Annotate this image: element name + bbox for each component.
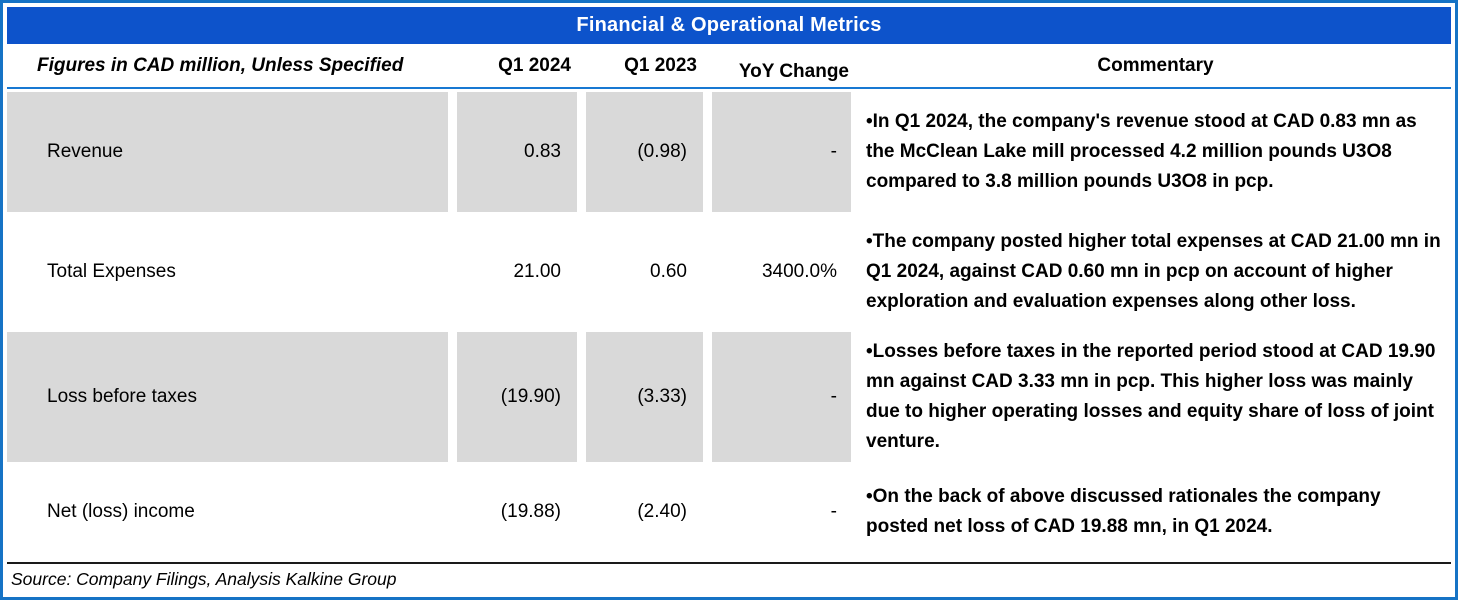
- page-title: Financial & Operational Metrics: [576, 14, 882, 36]
- value-yoy-change: -: [830, 500, 837, 522]
- row-label: Total Expenses: [47, 260, 176, 282]
- table-row-loss-before-taxes: Loss before taxes (19.90) (3.33) - •Loss…: [7, 329, 1451, 464]
- value-q1-2024: 0.83: [457, 89, 577, 214]
- commentary-cell: •On the back of above discussed rational…: [860, 464, 1451, 559]
- table-row-total-expenses: Total Expenses 21.00 0.60 3400.0% •The c…: [7, 214, 1451, 329]
- commentary-bullet: •In Q1 2024, the company's revenue stood…: [866, 110, 1417, 192]
- table-row-net-loss-income: Net (loss) income (19.88) (2.40) - •On t…: [7, 464, 1451, 559]
- table-body: Revenue 0.83 (0.98) - •In Q1 2024, the c…: [7, 89, 1451, 559]
- commentary-cell: •In Q1 2024, the company's revenue stood…: [860, 89, 1451, 214]
- column-header-commentary: Commentary: [1097, 54, 1214, 76]
- footer-divider: [7, 562, 1451, 564]
- column-header-figures: Figures in CAD million, Unless Specified: [37, 54, 404, 76]
- table-row-revenue: Revenue 0.83 (0.98) - •In Q1 2024, the c…: [7, 89, 1451, 214]
- value-q1-2024: (19.90): [457, 329, 577, 464]
- commentary-cell: •Losses before taxes in the reported per…: [860, 329, 1451, 464]
- table-header: Figures in CAD million, Unless Specified…: [7, 44, 1451, 87]
- commentary-cell: •The company posted higher total expense…: [860, 214, 1451, 329]
- value-yoy-change: -: [712, 89, 851, 214]
- value-yoy-change: 3400.0%: [761, 260, 837, 282]
- column-header-q1-2023: Q1 2023: [624, 54, 697, 76]
- value-q1-2023: (2.40): [637, 500, 687, 522]
- value-q1-2023: (0.98): [586, 89, 703, 214]
- commentary-bullet: •The company posted higher total expense…: [866, 230, 1441, 312]
- source-note: Source: Company Filings, Analysis Kalkin…: [11, 568, 397, 589]
- commentary-bullet: •On the back of above discussed rational…: [866, 485, 1381, 537]
- row-label: Loss before taxes: [7, 329, 448, 464]
- row-label: Revenue: [7, 89, 448, 214]
- row-label: Net (loss) income: [47, 500, 195, 522]
- column-header-q1-2024: Q1 2024: [498, 54, 571, 76]
- header-divider: [7, 87, 1451, 89]
- value-q1-2023: 0.60: [650, 260, 687, 282]
- column-header-yoy-change: YoY Change: [738, 60, 849, 82]
- value-q1-2024: 21.00: [513, 260, 561, 282]
- value-q1-2023: (3.33): [586, 329, 703, 464]
- value-q1-2024: (19.88): [500, 500, 561, 522]
- value-yoy-change: -: [712, 329, 851, 464]
- commentary-bullet: •Losses before taxes in the reported per…: [866, 340, 1436, 452]
- card-footer: Source: Company Filings, Analysis Kalkin…: [7, 559, 1451, 594]
- title-bar: Financial & Operational Metrics: [7, 7, 1451, 44]
